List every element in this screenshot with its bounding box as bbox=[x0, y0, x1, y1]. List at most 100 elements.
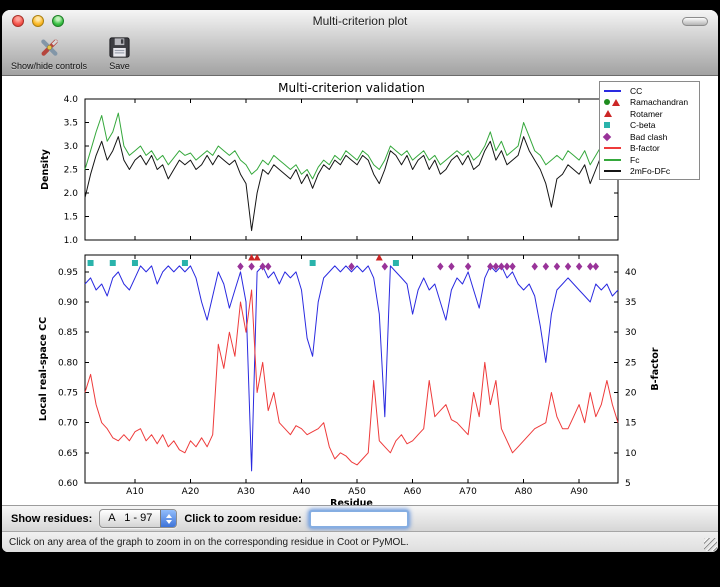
window-title: Multi-criterion plot bbox=[312, 14, 408, 28]
legend-glyph bbox=[602, 132, 626, 141]
bad-clash-marker bbox=[553, 262, 561, 271]
dropdown-stepper-icon bbox=[160, 510, 177, 527]
bad-clash-marker bbox=[448, 262, 455, 271]
bad-clash-marker bbox=[348, 262, 355, 271]
tick-label: 0.60 bbox=[58, 479, 78, 489]
bottom-plot-frame bbox=[84, 254, 619, 484]
cc-axis-label: Local real-space CC bbox=[38, 317, 49, 421]
legend-item: 2mFo-DFc bbox=[604, 166, 695, 178]
tick-label: 20 bbox=[625, 389, 637, 399]
legend-item: Rotamer bbox=[604, 108, 695, 120]
bad-clash-marker bbox=[265, 262, 272, 271]
tick-label: 0.80 bbox=[58, 358, 78, 368]
tick-label: 0.95 bbox=[58, 268, 78, 278]
tick-label: 1.0 bbox=[64, 236, 79, 246]
tick-label: A10 bbox=[126, 487, 144, 497]
ramachandran-marker bbox=[248, 254, 256, 261]
floppy-disk-icon bbox=[109, 37, 130, 58]
legend-glyph bbox=[604, 158, 626, 161]
show-residues-label: Show residues: bbox=[11, 512, 93, 525]
tick-label: A40 bbox=[293, 487, 311, 497]
series-Fc-line bbox=[84, 112, 619, 180]
zoom-residue-input[interactable] bbox=[308, 509, 409, 528]
legend-glyph bbox=[604, 147, 626, 150]
c-beta-marker bbox=[87, 260, 94, 266]
series-CC-line bbox=[84, 265, 619, 472]
tick-label: A60 bbox=[404, 487, 422, 497]
tick-label: 0.70 bbox=[58, 419, 78, 429]
legend-label: Rotamer bbox=[630, 108, 663, 119]
residue-axis-label: Residue bbox=[330, 498, 373, 505]
legend-label: Ramachandran bbox=[630, 97, 689, 108]
tool-label: Save bbox=[109, 61, 130, 71]
legend-glyph bbox=[604, 98, 626, 106]
tick-label: 0.90 bbox=[58, 298, 78, 308]
zoom-residue-label: Click to zoom residue: bbox=[184, 512, 302, 525]
crossed-tools-icon bbox=[40, 39, 58, 56]
legend-item: B-factor bbox=[604, 143, 695, 155]
c-beta-marker bbox=[392, 260, 399, 266]
bad-clash-marker bbox=[237, 262, 244, 271]
resize-grip[interactable] bbox=[704, 538, 717, 551]
bad-clash-marker bbox=[575, 262, 583, 271]
chart-legend: CC Ramachandran Rotamer C-beta Bad clash B-fa… bbox=[599, 81, 700, 180]
ramachandran-marker bbox=[253, 254, 261, 261]
show-hide-controls-button[interactable]: Show/hide controls bbox=[8, 34, 90, 72]
legend-item: Bad clash bbox=[602, 131, 695, 143]
tool-label: Show/hide controls bbox=[11, 61, 88, 71]
save-button[interactable]: Save bbox=[104, 34, 135, 72]
bad-clash-marker bbox=[259, 262, 266, 271]
tick-label: A70 bbox=[459, 487, 477, 497]
tick-label: 5 bbox=[625, 479, 631, 489]
legend-glyph bbox=[604, 110, 626, 118]
tick-label: A80 bbox=[515, 487, 533, 497]
bad-clash-marker bbox=[587, 262, 594, 271]
legend-glyph bbox=[604, 170, 626, 173]
legend-item: C-beta bbox=[604, 120, 695, 132]
close-button[interactable] bbox=[12, 15, 24, 27]
show-residues-dropdown[interactable]: A 1 - 97 bbox=[99, 509, 178, 528]
bad-clash-marker bbox=[564, 262, 572, 271]
bad-clash-marker bbox=[437, 262, 444, 271]
chart-title: Multi-criterion validation bbox=[278, 81, 425, 95]
tick-label: 35 bbox=[625, 298, 636, 308]
legend-label: Fc bbox=[630, 154, 640, 165]
title-bar[interactable]: Multi-criterion plot bbox=[2, 10, 718, 32]
tick-label: 2.5 bbox=[64, 166, 78, 176]
legend-glyph bbox=[604, 89, 626, 92]
bad-clash-marker bbox=[498, 262, 505, 271]
legend-item: Ramachandran bbox=[604, 97, 695, 109]
legend-label: Bad clash bbox=[630, 131, 668, 142]
legend-item: CC bbox=[604, 85, 695, 97]
tick-label: 1.5 bbox=[64, 213, 78, 223]
bad-clash-marker bbox=[592, 262, 599, 271]
bad-clash-marker bbox=[248, 262, 255, 271]
tick-label: 40 bbox=[625, 268, 637, 278]
legend-label: 2mFo-DFc bbox=[630, 166, 671, 177]
legend-glyph bbox=[604, 122, 626, 129]
control-bar: Show residues: A 1 - 97 Click to zoom re… bbox=[2, 505, 718, 531]
bad-clash-marker bbox=[464, 262, 472, 271]
minimize-button[interactable] bbox=[32, 15, 44, 27]
bad-clash-marker bbox=[509, 262, 516, 271]
tick-label: 4.0 bbox=[64, 95, 79, 105]
bfactor-axis-label: B-factor bbox=[650, 347, 661, 390]
tick-label: 0.75 bbox=[58, 389, 78, 399]
tick-label: A50 bbox=[348, 487, 366, 497]
series-2mFo-DFc-line bbox=[84, 136, 619, 232]
status-bar: Click on any area of the graph to zoom i… bbox=[2, 531, 718, 552]
zoom-button[interactable] bbox=[52, 15, 64, 27]
legend-label: C-beta bbox=[630, 120, 656, 131]
tick-label: 15 bbox=[625, 419, 636, 429]
tick-label: A90 bbox=[570, 487, 588, 497]
legend-label: B-factor bbox=[630, 143, 660, 154]
multi-criterion-chart[interactable]: Multi-criterion validation 4.0 3.5 3.0 2.5 2.… bbox=[2, 76, 718, 509]
plot-canvas[interactable]: Multi-criterion validation 4.0 3.5 3.0 2.5 2.… bbox=[2, 76, 718, 509]
bad-clash-marker bbox=[531, 262, 538, 271]
toolbar-toggle-button[interactable] bbox=[682, 17, 708, 26]
bad-clash-marker bbox=[492, 262, 500, 271]
bad-clash-marker bbox=[542, 262, 550, 271]
status-text: Click on any area of the graph to zoom i… bbox=[9, 536, 409, 548]
tick-label: 25 bbox=[625, 358, 636, 368]
rotamer-marker bbox=[375, 254, 383, 261]
